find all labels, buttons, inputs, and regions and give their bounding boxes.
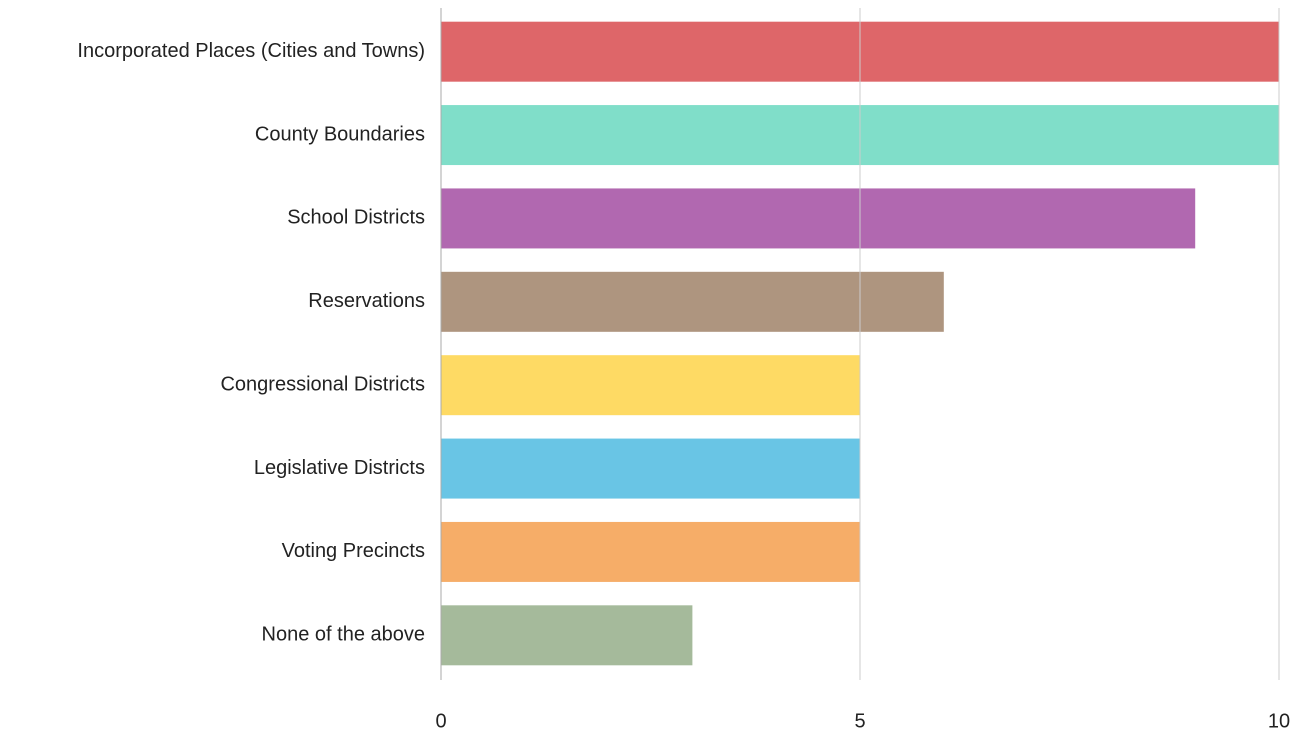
y-tick-label: Congressional Districts: [220, 373, 425, 395]
bar: [441, 605, 693, 666]
y-tick-label: Reservations: [308, 290, 425, 312]
x-tick-label: 5: [854, 710, 865, 732]
bar: [441, 188, 1196, 249]
y-tick-label: None of the above: [262, 624, 425, 646]
y-tick-label: School Districts: [287, 207, 425, 229]
y-tick-label: Voting Precincts: [282, 540, 425, 562]
bar: [441, 355, 860, 416]
y-tick-label: Legislative Districts: [254, 457, 425, 479]
bar: [441, 271, 944, 332]
x-tick-label: 0: [435, 710, 446, 732]
bar: [441, 438, 860, 499]
y-tick-label: County Boundaries: [255, 123, 425, 145]
bar: [441, 521, 860, 582]
y-tick-label: Incorporated Places (Cities and Towns): [77, 40, 425, 62]
x-tick-label: 10: [1268, 710, 1290, 732]
